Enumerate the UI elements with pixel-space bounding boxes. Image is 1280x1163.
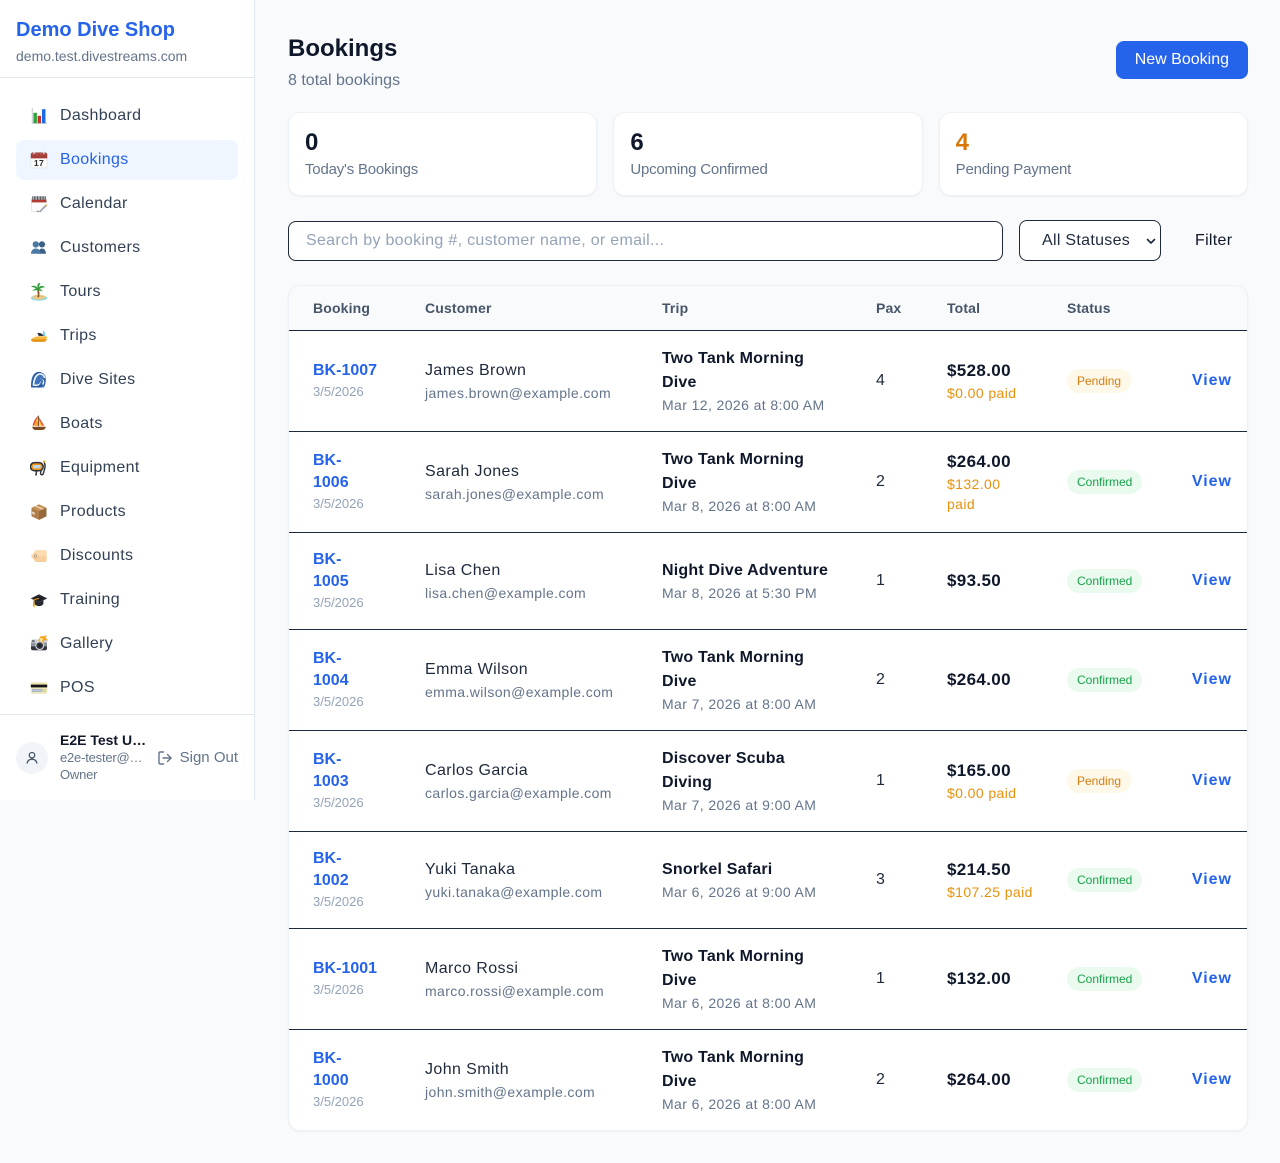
svg-text:17: 17 — [34, 158, 44, 168]
